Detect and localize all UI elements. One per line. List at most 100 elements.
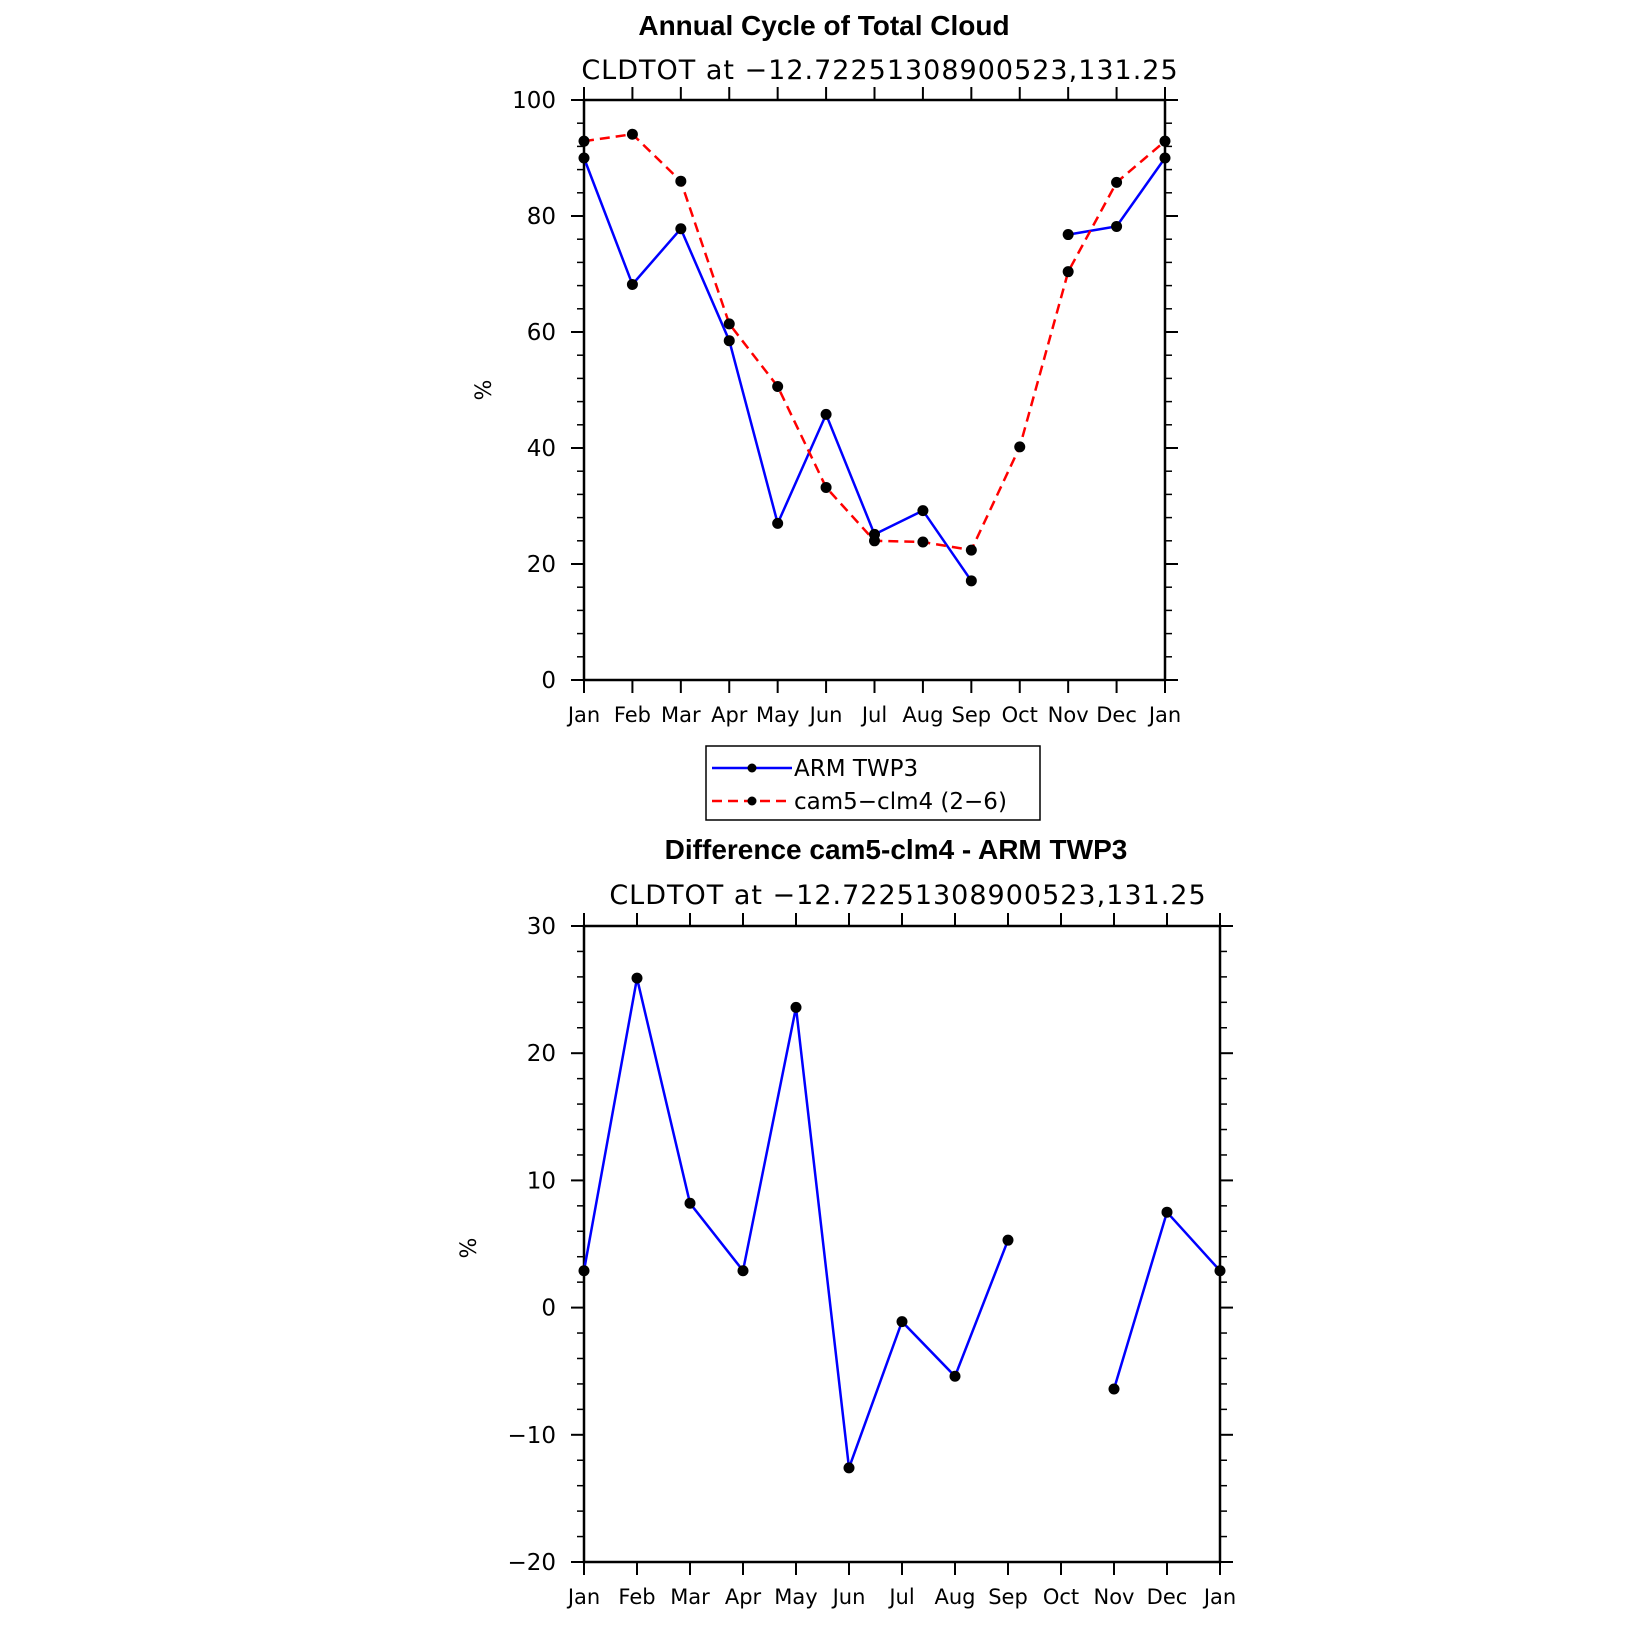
bottom-series-0-point: [843, 1462, 855, 1474]
x-tick-label: May: [774, 1585, 817, 1609]
bottom-chart-ylabel: %: [457, 1238, 482, 1259]
top-series-0-point: [1159, 152, 1171, 164]
bottom-series-0-point: [949, 1370, 961, 1382]
top-series-1-point: [1014, 441, 1026, 453]
y-tick-label: 80: [527, 204, 556, 230]
bottom-chart-plot-frame: [582, 924, 1222, 1564]
bottom-chart-title: Difference cam5-clm4 - ARM TWP3: [665, 834, 1128, 865]
x-tick-label: Mar: [670, 1585, 710, 1609]
y-tick-label: 0: [541, 1296, 556, 1322]
top-series-1-point: [578, 135, 590, 147]
bottom-series-0-point: [790, 1001, 802, 1013]
top-series-0-line: [582, 157, 973, 582]
top-series-0-point: [772, 517, 784, 529]
top-series-0-point: [820, 408, 832, 420]
x-tick-label: Jun: [808, 703, 843, 727]
y-tick-label: −10: [507, 1423, 556, 1449]
x-tick-label: Nov: [1048, 703, 1089, 727]
top-series-1-point: [626, 128, 638, 140]
x-tick-label: Oct: [1002, 703, 1038, 727]
bottom-chart-y-tick-labels: −20 −10 0 10 20 30: [507, 914, 556, 1576]
bottom-series-0-point: [631, 972, 643, 984]
x-tick-label: Apr: [725, 1585, 762, 1609]
top-chart-ticks: [571, 87, 1178, 693]
top-series-0-point: [675, 223, 687, 235]
legend-marker-cam5-clm4: [747, 796, 757, 806]
y-tick-label: 0: [541, 668, 556, 694]
x-tick-label: Mar: [661, 703, 701, 727]
legend: ARM TWP3 cam5−clm4 (2−6): [705, 745, 1041, 821]
top-series-1-point: [1062, 266, 1074, 278]
legend-entry-arm-twp3: ARM TWP3: [712, 756, 918, 782]
x-tick-label: Jul: [887, 1585, 914, 1609]
legend-label-arm-twp3: ARM TWP3: [794, 756, 918, 782]
y-tick-label: 20: [527, 552, 556, 578]
top-chart-x-tick-labels: Jan Feb Mar Apr May Jun Jul Aug Sep Oct Nov Dec Jan: [566, 703, 1181, 727]
top-series-0-point: [917, 505, 929, 517]
top-series-0-point: [1111, 220, 1123, 232]
top-series-1-point: [1159, 135, 1171, 147]
bottom-series-0-point: [1161, 1206, 1173, 1218]
top-series-0-point: [578, 152, 590, 164]
legend-entry-cam5-clm4: cam5−clm4 (2−6): [712, 789, 1007, 815]
y-tick-label: 20: [527, 1041, 556, 1067]
x-tick-label: Jan: [1202, 1585, 1236, 1609]
legend-label-cam5-clm4: cam5−clm4 (2−6): [794, 789, 1007, 815]
legend-box: [705, 745, 1041, 821]
x-tick-label: Aug: [902, 703, 943, 727]
top-series-1-line: [583, 132, 1166, 552]
top-chart-ylabel: %: [472, 380, 497, 401]
top-chart-series: [578, 128, 1171, 587]
top-series-1-point: [917, 536, 929, 548]
top-series-1-point: [772, 381, 784, 393]
x-tick-label: Sep: [988, 1585, 1028, 1609]
y-tick-label: 60: [527, 320, 556, 346]
bottom-series-0-line: [1112, 1209, 1221, 1390]
x-tick-label: Nov: [1094, 1585, 1135, 1609]
top-series-0-point: [1062, 229, 1074, 241]
x-tick-label: Jul: [860, 703, 887, 727]
bottom-chart-x-tick-labels: Jan Feb Mar Apr May Jun Jul Aug Sep Oct Nov Dec Jan: [566, 1585, 1236, 1609]
x-tick-label: Feb: [614, 703, 651, 727]
y-tick-label: −20: [507, 1550, 556, 1576]
bottom-series-0-line: [582, 977, 1010, 1469]
top-series-0-point: [626, 278, 638, 290]
x-tick-label: Aug: [934, 1585, 975, 1609]
top-series-1-point: [820, 481, 832, 493]
top-series-1-point: [869, 535, 880, 547]
x-tick-label: Feb: [618, 1585, 655, 1609]
top-series-1-point: [723, 318, 735, 330]
y-tick-label: 100: [512, 88, 556, 114]
bottom-series-0-point: [578, 1265, 590, 1277]
top-series-1-point: [675, 175, 687, 187]
bottom-series-0-point: [1214, 1265, 1226, 1277]
bottom-chart-ticks: [571, 913, 1233, 1575]
bottom-series-0-point: [1002, 1234, 1014, 1246]
bottom-chart-subtitle: CLDTOT at −12.72251308900523,131.25: [609, 880, 1206, 911]
x-tick-label: Jan: [566, 703, 600, 727]
y-tick-label: 30: [527, 914, 556, 940]
bottom-series-0-point: [896, 1316, 908, 1328]
bottom-series-0-point: [737, 1265, 749, 1277]
x-tick-label: Dec: [1096, 703, 1137, 727]
bottom-chart-series: [578, 972, 1226, 1474]
x-tick-label: Jan: [1147, 703, 1181, 727]
top-series-0-point: [723, 335, 735, 347]
top-series-1-point: [965, 544, 977, 556]
x-tick-label: Jun: [831, 1585, 866, 1609]
top-chart-plot-frame: [582, 98, 1167, 682]
top-series-1-point: [1111, 176, 1123, 188]
top-chart-subtitle: CLDTOT at −12.72251308900523,131.25: [581, 55, 1178, 86]
top-chart: Annual Cycle of Total Cloud CLDTOT at −1…: [472, 10, 1181, 727]
x-tick-label: Oct: [1043, 1585, 1079, 1609]
top-chart-y-tick-labels: 0 20 40 60 80 100: [512, 88, 556, 694]
bottom-chart: Difference cam5-clm4 - ARM TWP3 CLDTOT a…: [457, 834, 1236, 1609]
y-tick-label: 40: [527, 436, 556, 462]
top-chart-title: Annual Cycle of Total Cloud: [638, 10, 1009, 41]
bottom-series-0-point: [1108, 1383, 1120, 1395]
legend-marker-arm-twp3: [747, 763, 757, 773]
x-tick-label: Apr: [711, 703, 748, 727]
x-tick-label: Jan: [566, 1585, 600, 1609]
y-tick-label: 10: [527, 1168, 556, 1194]
